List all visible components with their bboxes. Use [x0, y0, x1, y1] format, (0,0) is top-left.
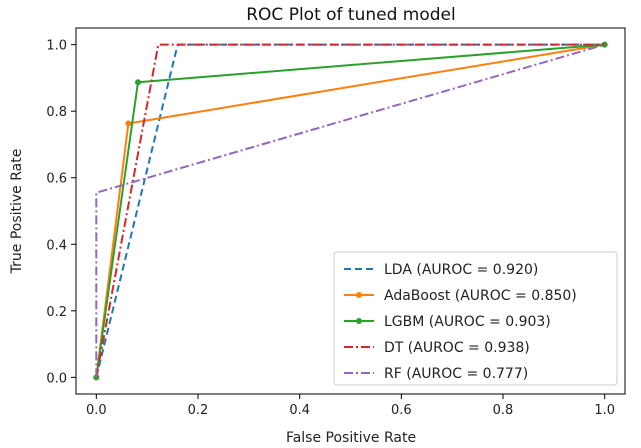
x-axis-title: False Positive Rate [286, 430, 416, 446]
legend-label-0: LDA (AUROC = 0.920) [384, 262, 538, 278]
plot-frame [75, 27, 626, 395]
x-tick-label-4: 0.8 [493, 403, 514, 418]
series-point-1-1 [125, 120, 132, 127]
legend-label-4: RF (AUROC = 0.777) [384, 366, 528, 382]
y-tick-label-4: 0.8 [46, 105, 67, 120]
legend-box [333, 251, 618, 386]
y-tick-label-1: 0.2 [46, 305, 67, 320]
legend: LDA (AUROC = 0.920) AdaBoost (AUROC = 0.8… [333, 251, 618, 386]
chart-title: ROC Plot of tuned model [246, 5, 456, 25]
legend-label-2: LGBM (AUROC = 0.903) [384, 314, 551, 330]
x-tick-label-0: 0.0 [86, 403, 107, 418]
series-point-2-1 [135, 79, 142, 86]
legend-label-1: AdaBoost (AUROC = 0.850) [384, 288, 577, 304]
y-tick-label-5: 1.0 [46, 39, 67, 54]
y-tick-label-2: 0.4 [46, 238, 67, 253]
x-tick-label-2: 0.4 [289, 403, 310, 418]
x-tick-label-1: 0.2 [188, 403, 209, 418]
legend-marker-2 [356, 318, 362, 324]
y-axis-title: True Positive Rate [9, 149, 25, 275]
series-line-3 [95, 43, 605, 378]
legend-label-3: DT (AUROC = 0.938) [384, 340, 530, 356]
legend-marker-1 [356, 292, 362, 298]
x-tick-label-5: 1.0 [594, 403, 615, 418]
y-tick-label-0: 0.0 [46, 371, 67, 386]
plot-marks [93, 41, 608, 381]
axis-ticks: 0.0 0.2 0.4 0.6 0.8 1.0 0.0 0.2 0.4 0.6 0.8 1.0 [46, 39, 615, 418]
y-tick-label-3: 0.6 [46, 172, 67, 187]
x-tick-label-3: 0.6 [391, 403, 412, 418]
